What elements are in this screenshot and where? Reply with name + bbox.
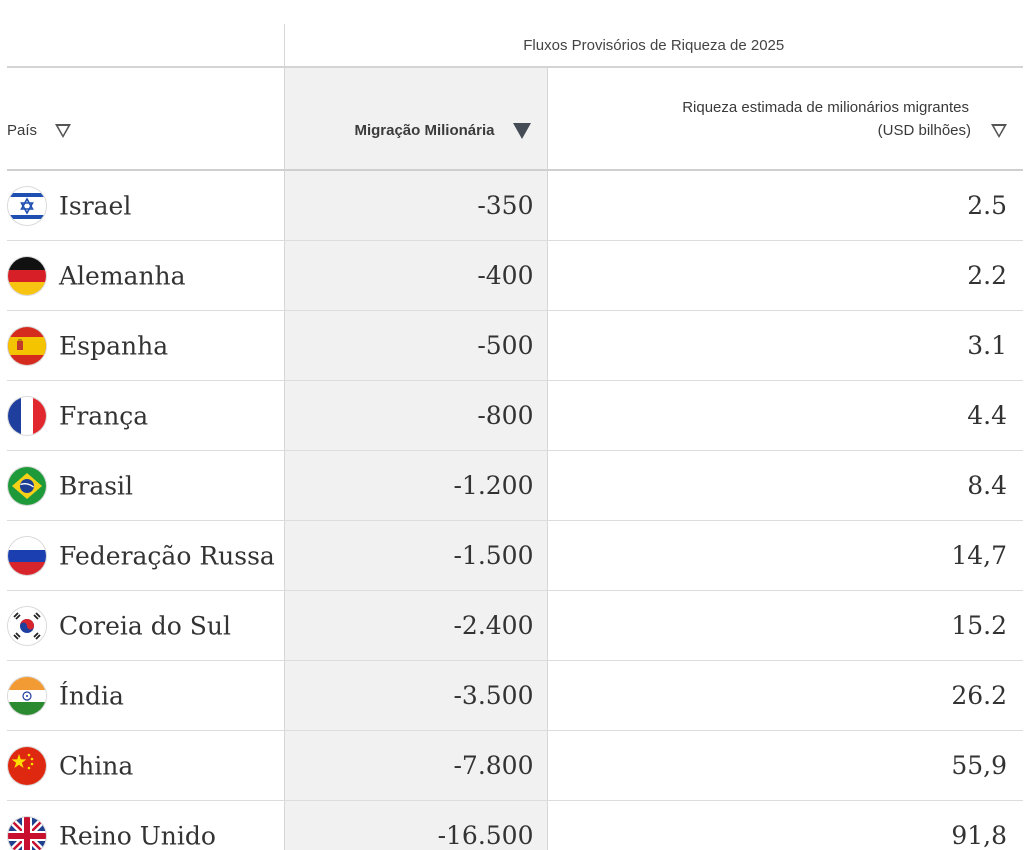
migration-cell: -800 [283,380,547,451]
country-name: Coreia do Sul [59,611,231,640]
country-cell: China [7,730,284,801]
filter-open-icon[interactable] [55,124,72,139]
table-row: Coreia do Sul -2.400 15.2 [7,590,1024,661]
country-name: Espanha [59,331,169,360]
country-name: França [59,401,149,430]
israel-flag-icon [8,186,46,225]
migration-cell: -1.500 [283,520,547,591]
country-cell: Índia [7,660,284,731]
migration-cell: -3.500 [283,660,547,731]
wealth-cell: 15.2 [546,590,1024,661]
wealth-cell: 55,9 [546,730,1024,801]
country-cell: Brasil [7,450,284,521]
migration-cell: -500 [283,310,547,381]
brazil-flag-icon [8,466,46,505]
migration-cell: -350 [283,170,547,241]
country-name: Reino Unido [59,821,216,850]
column-header-wealth-label: Riqueza estimada de milionários migrante… [682,98,970,116]
column-header-wealth-unit: (USD bilhões) [877,121,972,139]
country-cell: Reino Unido [7,800,284,850]
table-row: Índia -3.500 26.2 [7,660,1024,731]
group-header-row: Fluxos Provisórios de Riqueza de 2025 [7,24,1024,68]
table-row: Israel -350 2.5 [7,170,1024,241]
china-flag-icon [8,746,46,785]
country-cell: Israel [7,170,284,241]
group-header-title: Fluxos Provisórios de Riqueza de 2025 [283,24,1024,68]
uk-flag-icon [8,816,46,850]
country-name: Alemanha [59,261,186,290]
wealth-cell: 91,8 [546,800,1024,850]
table-row: Espanha -500 3.1 [7,310,1024,381]
france-flag-icon [8,396,46,435]
country-cell: Coreia do Sul [7,590,284,661]
country-name: Israel [59,191,132,220]
wealth-cell: 14,7 [546,520,1024,591]
table-row: China -7.800 55,9 [7,730,1024,801]
migration-cell: -400 [283,240,547,311]
country-cell: Federação Russa [7,520,284,591]
wealth-cell: 26.2 [546,660,1024,731]
table-row: Alemanha -400 2.2 [7,240,1024,311]
spain-flag-icon [8,326,46,365]
column-header-migration[interactable]: Migração Milionária [283,67,547,171]
wealth-cell: 2.2 [546,240,1024,311]
wealth-cell: 3.1 [546,310,1024,381]
country-name: Federação Russa [59,541,275,570]
country-name: Índia [59,681,124,710]
country-name: Brasil [59,471,134,500]
country-cell: Alemanha [7,240,284,311]
column-header-migration-label: Migração Milionária [354,121,495,139]
table-row: Brasil -1.200 8.4 [7,450,1024,521]
migration-cell: -2.400 [283,590,547,661]
table-row: Federação Russa -1.500 14,7 [7,520,1024,591]
country-name: China [59,751,134,780]
south-korea-flag-icon [8,606,46,645]
germany-flag-icon [8,256,46,295]
column-header-row: País Migração Milionária Riqueza estimad… [7,67,1024,171]
migration-cell: -1.200 [283,450,547,521]
wealth-cell: 8.4 [546,450,1024,521]
country-cell: Espanha [7,310,284,381]
migration-cell: -7.800 [283,730,547,801]
wealth-cell: 4.4 [546,380,1024,451]
column-header-wealth[interactable]: Riqueza estimada de milionários migrante… [546,67,1024,171]
column-header-country[interactable]: País [7,67,284,171]
table-row: Reino Unido -16.500 91,8 [7,800,1024,850]
wealth-migration-table: Fluxos Provisórios de Riqueza de 2025 Pa… [7,24,1024,850]
table-row: França -800 4.4 [7,380,1024,451]
migration-cell: -16.500 [283,800,547,850]
wealth-cell: 2.5 [546,170,1024,241]
group-header-spacer [7,24,284,68]
sort-desc-filled-icon[interactable] [512,123,531,140]
column-header-country-label: País [7,122,38,139]
india-flag-icon [8,676,46,715]
russia-flag-icon [8,536,46,575]
filter-open-icon[interactable] [991,123,1008,138]
country-cell: França [7,380,284,451]
